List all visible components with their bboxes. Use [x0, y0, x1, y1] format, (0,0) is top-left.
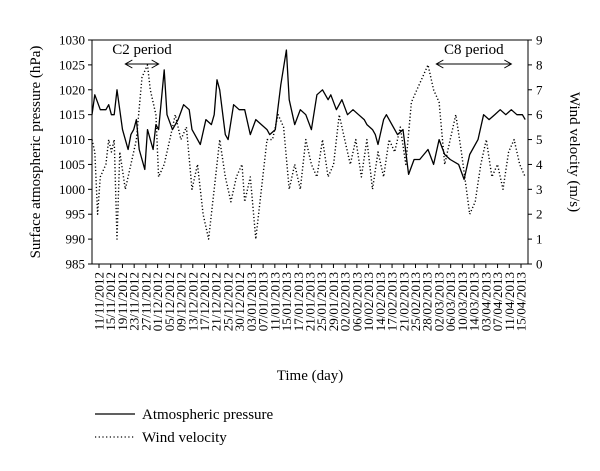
x-axis-label: Time (day) — [277, 368, 344, 384]
x-tick-label: 14/03/2013 — [467, 272, 482, 331]
period-arrowhead-right — [151, 59, 160, 69]
x-tick-label: 19/11/2012 — [115, 272, 130, 331]
right-axis-label: Wind velocity (m/s) — [566, 92, 582, 212]
x-tick-label: 21/01/2013 — [303, 272, 318, 331]
period-arrowhead-left — [124, 59, 133, 69]
x-axis-ticks: 11/11/201215/11/201219/11/201223/11/2012… — [92, 264, 529, 331]
x-tick-label: 17/01/2013 — [291, 272, 306, 331]
x-tick-label: 01/12/2012 — [150, 272, 165, 331]
left-tick-label: 995 — [66, 207, 86, 222]
series-layer — [91, 49, 526, 240]
x-tick-label: 14/02/2013 — [373, 272, 388, 331]
x-tick-label: 10/03/2013 — [455, 272, 470, 331]
x-tick-label: 06/02/2013 — [349, 272, 364, 331]
annotation-layer: C2 period C8 period — [112, 42, 513, 69]
x-tick-label: 29/01/2013 — [326, 272, 341, 331]
x-tick-label: 28/02/2013 — [420, 272, 435, 331]
x-tick-label: 25/02/2013 — [408, 272, 423, 331]
x-tick-label: 17/02/2013 — [385, 272, 400, 331]
c8-period-label: C8 period — [444, 42, 504, 58]
x-tick-label: 11/04/2013 — [502, 272, 517, 331]
x-tick-label: 17/12/2012 — [197, 272, 212, 331]
left-tick-label: 1030 — [59, 33, 85, 48]
x-tick-label: 05/12/2012 — [162, 272, 177, 331]
x-tick-label: 10/02/2013 — [361, 272, 376, 331]
x-tick-label: 15/04/2013 — [514, 272, 529, 331]
period-arrowhead-right — [504, 59, 513, 69]
left-axis-ticks: 985 990 995 1000 1005 1010 1015 1020 1025 1030 — [59, 33, 92, 272]
x-tick-label: 07/01/2013 — [256, 272, 271, 331]
right-axis-ticks: 0 1 2 3 4 5 6 7 8 9 — [528, 33, 543, 272]
left-axis-label: Surface atmospheric pressure (hPa) — [28, 46, 44, 259]
x-tick-label: 21/02/2013 — [396, 272, 411, 331]
c2-period-label: C2 period — [112, 42, 172, 58]
x-tick-label: 09/12/2012 — [174, 272, 189, 331]
right-tick-label: 8 — [536, 57, 543, 72]
period-arrowhead-left — [435, 59, 444, 69]
x-tick-label: 03/01/2013 — [244, 272, 259, 331]
legend-pressure-label: Atmospheric pressure — [142, 407, 274, 423]
right-tick-label: 5 — [536, 132, 543, 147]
right-tick-label: 6 — [536, 107, 543, 122]
x-tick-label: 07/04/2013 — [490, 272, 505, 331]
right-tick-label: 3 — [536, 182, 543, 197]
left-tick-label: 1025 — [59, 57, 85, 72]
x-tick-label: 15/11/2012 — [103, 272, 118, 331]
x-tick-label: 02/02/2013 — [338, 272, 353, 331]
x-tick-label: 03/04/2013 — [478, 272, 493, 331]
left-tick-label: 1020 — [59, 82, 85, 97]
legend-wind-label: Wind velocity — [142, 430, 227, 446]
right-tick-label: 7 — [536, 82, 543, 97]
left-tick-label: 990 — [66, 232, 86, 247]
left-tick-label: 1015 — [59, 107, 85, 122]
x-tick-label: 15/01/2013 — [279, 272, 294, 331]
legend: Atmospheric pressure Wind velocity — [95, 407, 274, 446]
right-tick-label: 9 — [536, 33, 543, 48]
left-tick-label: 985 — [66, 257, 86, 272]
x-tick-label: 06/03/2013 — [443, 272, 458, 331]
x-tick-label: 11/01/2013 — [267, 272, 282, 331]
x-tick-label: 23/11/2012 — [127, 272, 142, 331]
x-tick-label: 13/12/2012 — [185, 272, 200, 331]
x-tick-label: 25/12/2012 — [220, 272, 235, 331]
left-tick-label: 1000 — [59, 182, 85, 197]
right-tick-label: 2 — [536, 207, 543, 222]
x-tick-label: 30/12/2012 — [232, 272, 247, 331]
wind-velocity-line — [91, 64, 526, 240]
right-tick-label: 1 — [536, 232, 543, 247]
right-tick-label: 4 — [536, 157, 543, 172]
right-tick-label: 0 — [536, 257, 543, 272]
pressure-line — [91, 49, 526, 181]
left-tick-label: 1010 — [59, 132, 85, 147]
x-tick-label: 25/01/2013 — [314, 272, 329, 331]
x-tick-label: 21/12/2012 — [209, 272, 224, 331]
x-tick-label: 11/11/2012 — [92, 272, 107, 330]
x-tick-label: 27/11/2012 — [138, 272, 153, 331]
x-tick-label: 02/03/2013 — [431, 272, 446, 331]
left-tick-label: 1005 — [59, 157, 85, 172]
